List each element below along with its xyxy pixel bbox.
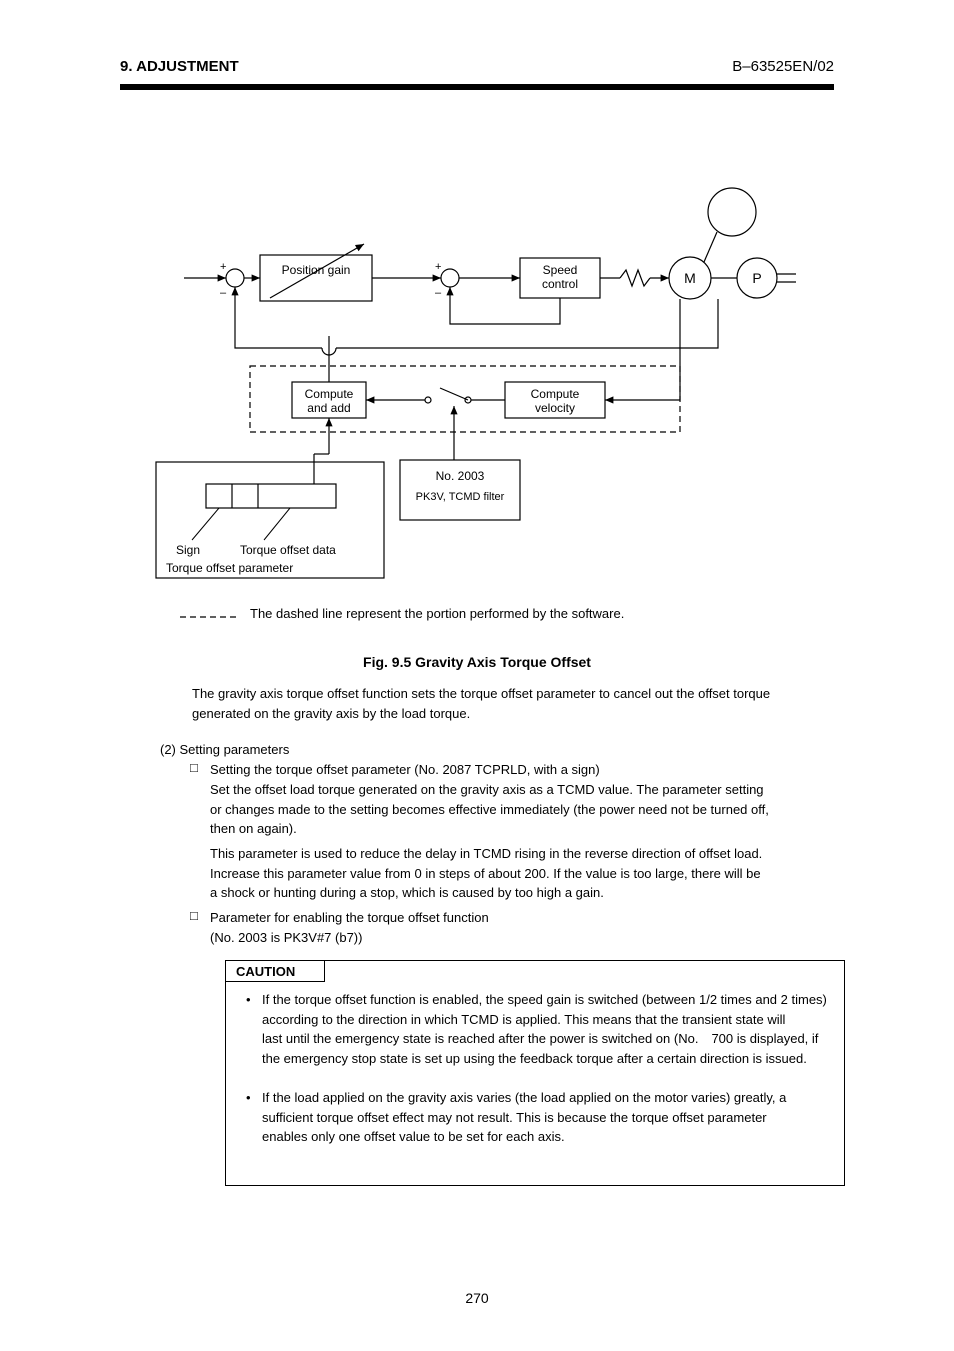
- offset-word-box: [206, 484, 336, 508]
- torque-offset-param-label: Torque offset parameter: [166, 561, 293, 575]
- caution-bullet-1: •: [246, 992, 251, 1007]
- torque-tap: [605, 299, 680, 400]
- compute-add-label-2: and add: [307, 401, 350, 415]
- compute-add-label-1: Compute: [305, 387, 354, 401]
- switch-node-left: [425, 397, 431, 403]
- page-number: 270: [0, 1290, 954, 1306]
- position-gain-label: Position gain: [282, 263, 351, 277]
- summing-junction-2: [441, 269, 459, 287]
- para-5: (No. 2003 is PK3V#7 (b7)): [210, 928, 834, 948]
- edge-motor-detector: [704, 232, 717, 262]
- switch-arm: [440, 388, 468, 400]
- bullet-square-2: □: [190, 908, 198, 923]
- plus-sign-1: +: [220, 261, 226, 273]
- no2003-label-bot: PK3V, TCMD filter: [416, 491, 505, 503]
- doc-number: B–63525EN/02: [732, 58, 834, 75]
- compute-velocity-label-2: velocity: [535, 401, 575, 415]
- encoder-label: P: [752, 270, 761, 286]
- no2003-label-top: No. 2003: [436, 469, 485, 483]
- speed-control-label-1: Speed: [543, 263, 578, 277]
- subsection-title: (2) Setting parameters: [160, 742, 289, 757]
- detector: [708, 188, 756, 236]
- minus-sign-2: –: [435, 287, 442, 299]
- figure-caption: Fig. 9.5 Gravity Axis Torque Offset: [0, 654, 954, 670]
- block-diagram: + – Position gain + – Speed control M: [120, 160, 834, 600]
- speed-control-label-2: control: [542, 277, 578, 291]
- sign-label: Sign: [176, 543, 200, 557]
- para-1: Setting the torque offset parameter (No.…: [210, 760, 834, 780]
- legend-dash-text: The dashed line represent the portion pe…: [250, 606, 624, 621]
- coupling-zigzag: [620, 270, 650, 286]
- motor-label: M: [684, 270, 696, 286]
- caution-title: CAUTION: [236, 964, 295, 979]
- compute-velocity-label-1: Compute: [531, 387, 580, 401]
- caption-paragraph: The gravity axis torque offset function …: [192, 684, 834, 723]
- bullet-square-1: □: [190, 760, 198, 775]
- header-rule: [120, 84, 834, 90]
- plus-sign-2: +: [435, 261, 441, 273]
- para-4: Parameter for enabling the torque offset…: [210, 908, 834, 928]
- summing-junction-1: [226, 269, 244, 287]
- caution-bullet-2: •: [246, 1090, 251, 1105]
- minus-sign-1: –: [220, 287, 227, 299]
- torque-offset-data-label: Torque offset data: [240, 543, 336, 557]
- legend-dash-sample: [180, 612, 240, 622]
- chapter-heading: 9. ADJUSTMENT: [120, 58, 239, 75]
- caution-item-1: If the torque offset function is enabled…: [262, 990, 832, 1068]
- caution-item-2: If the load applied on the gravity axis …: [262, 1088, 832, 1147]
- para-3: This parameter is used to reduce the del…: [210, 844, 834, 903]
- para-2: Set the offset load torque generated on …: [210, 780, 834, 839]
